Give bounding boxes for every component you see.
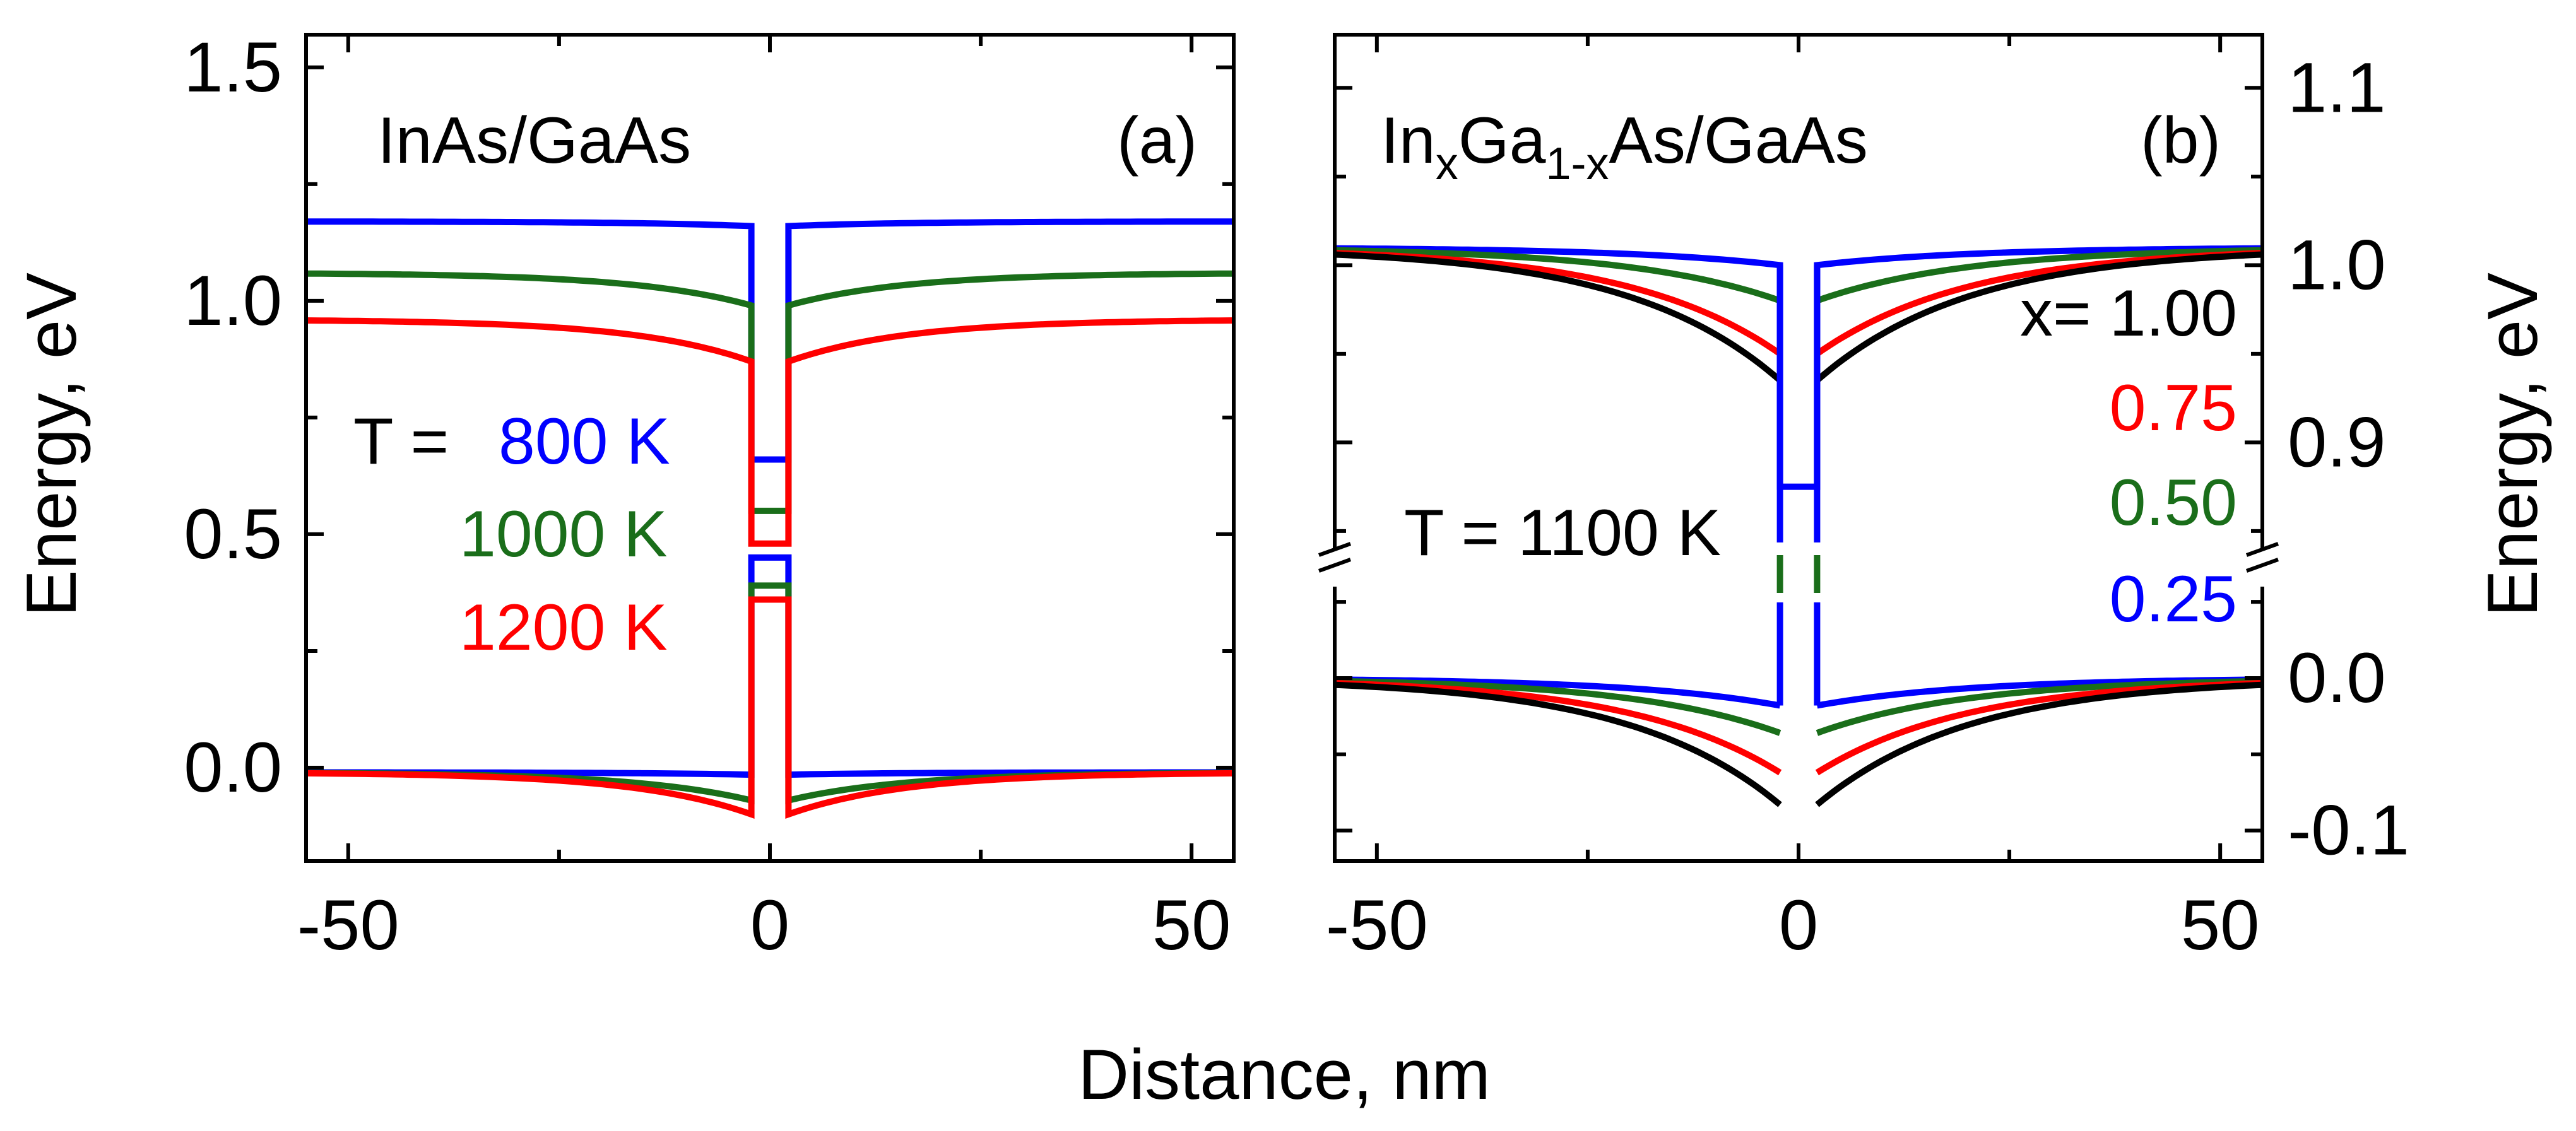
x-tick-label: -50	[1326, 886, 1428, 964]
legend-1200k: 1200 K	[459, 591, 668, 664]
conduction-band	[306, 218, 1234, 463]
conduction-band	[1334, 245, 2263, 490]
conduction-band	[305, 317, 1234, 547]
legend-1000k: 1000 K	[459, 498, 668, 571]
y-tick-label: 0.0	[184, 728, 282, 807]
legend-800k: 800 K	[499, 405, 670, 478]
panel-a: -50 0 50 0.0 0.5 1.0 1.5 InAs/GaAs (a) Energy,…	[12, 28, 1236, 964]
y-tick-label: 1.1	[2288, 48, 2386, 127]
panel-b-curves	[1334, 245, 2263, 807]
legend-prefix: T =	[353, 405, 449, 478]
valence-band	[1334, 677, 2263, 736]
panel-a-curves	[305, 218, 1234, 819]
x-tick-label: 50	[2181, 886, 2260, 964]
panel-b-ylabel: Energy, eV	[2473, 272, 2552, 617]
valence-band	[305, 582, 1234, 805]
y-tick-label: -0.1	[2288, 791, 2409, 870]
series-1000-k	[305, 270, 1234, 805]
panel-a-label: (a)	[1117, 104, 1197, 177]
y-tick-label: 1.0	[2288, 225, 2386, 304]
y-tick-label: 1.5	[184, 28, 282, 107]
valence-band	[305, 596, 1234, 819]
valence-band	[306, 554, 1234, 778]
panel-a-ticks: -50 0 50 0.0 0.5 1.0 1.5	[184, 28, 1234, 964]
conduction-band	[1334, 247, 2263, 304]
x-tick-label: 0	[750, 886, 789, 964]
x-tick-label: 0	[1779, 886, 1818, 964]
series-x-1-00	[1334, 251, 2263, 807]
axis-break-marks	[1318, 542, 2279, 573]
valence-band	[1334, 681, 2263, 807]
panel-b-legend: x= 1.00 0.75 0.50 0.25	[2020, 277, 2237, 636]
series-800-k	[306, 218, 1234, 778]
legend-x-0-50: 0.50	[2110, 466, 2237, 539]
x-axis-title: Distance, nm	[1078, 1035, 1491, 1114]
conduction-band	[1334, 251, 2263, 383]
x-tick-label: -50	[297, 886, 399, 964]
y-tick-label: 0.5	[184, 495, 282, 573]
x-tick-label: 50	[1152, 886, 1231, 964]
panel-a-legend: T = 800 K 1000 K 1200 K	[353, 405, 670, 664]
legend-x-0-75: 0.75	[2110, 372, 2237, 445]
panel-a-ylabel: Energy, eV	[12, 272, 91, 617]
panel-a-title: InAs/GaAs	[377, 104, 691, 177]
y-tick-label: 1.0	[184, 261, 282, 340]
series-1200-k	[305, 317, 1234, 819]
panel-b-label: (b)	[2141, 104, 2221, 177]
y-tick-label: 0.9	[2288, 402, 2386, 481]
panel-b-temperature: T = 1100 K	[1404, 496, 1721, 570]
y-tick-label: 0.0	[2288, 638, 2386, 717]
panel-b-ticks: -50 0 50 1.1 1.0 0.9 0.0 -0.1	[1326, 35, 2409, 964]
panel-b-title: InxGa1-xAs/GaAs	[1381, 104, 1868, 189]
panel-b: -50 0 50 1.1 1.0 0.9 0.0 -0.1 InxGa1-xAs/GaAs (…	[1318, 33, 2552, 964]
series-x-0-50	[1334, 247, 2263, 736]
legend-x-1-00: x= 1.00	[2020, 277, 2237, 350]
legend-x-0-25: 0.25	[2110, 563, 2237, 636]
conduction-band	[306, 270, 1234, 514]
